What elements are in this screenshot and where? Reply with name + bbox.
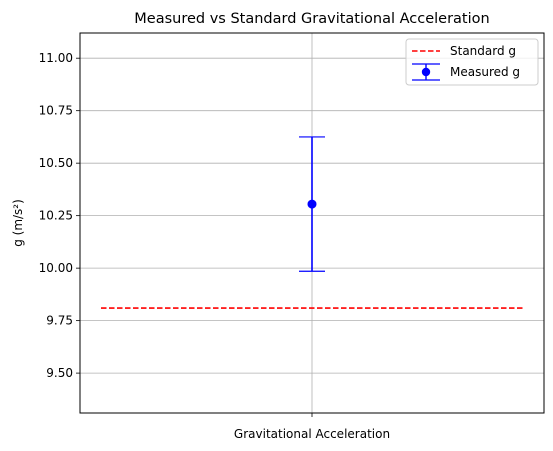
y-tick-label: 9.75 (46, 314, 73, 328)
chart-title: Measured vs Standard Gravitational Accel… (134, 11, 489, 27)
legend-label-standard-g: Standard g (450, 44, 516, 58)
x-axis-label: Gravitational Acceleration (234, 427, 390, 441)
y-tick-label: 10.00 (39, 261, 73, 275)
legend-label-measured-g: Measured g (450, 65, 520, 79)
legend-measured-point (422, 68, 430, 76)
measured-g-point (308, 200, 317, 209)
plot-area (80, 33, 544, 413)
y-axis: 9.50 9.75 10.00 10.25 10.50 10.75 11.00 (39, 51, 80, 380)
y-tick-label: 10.75 (39, 104, 73, 118)
y-tick-label: 10.50 (39, 156, 73, 170)
y-tick-label: 10.25 (39, 209, 73, 223)
legend: Standard g Measured g (406, 39, 538, 85)
y-tick-label: 9.50 (46, 366, 73, 380)
y-tick-label: 11.00 (39, 51, 73, 65)
y-axis-label: g (m/s²) (11, 199, 25, 247)
